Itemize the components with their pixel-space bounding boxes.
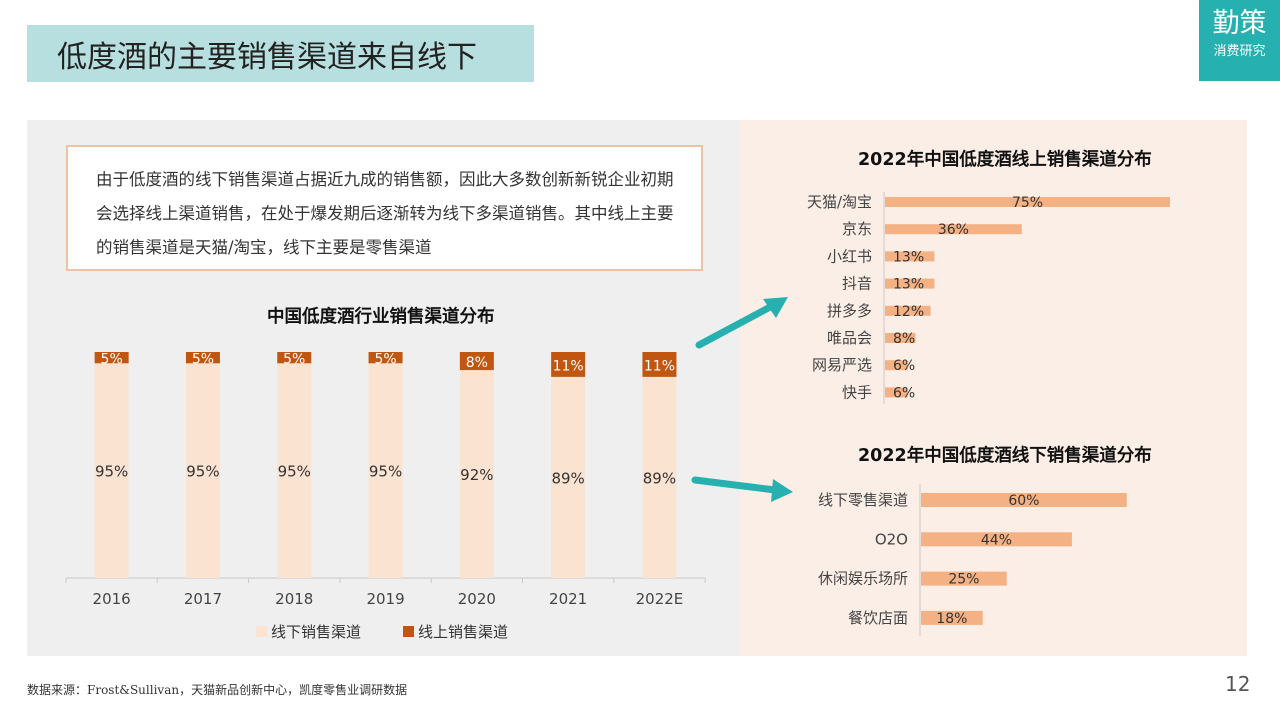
category-label: 餐饮店面 bbox=[848, 609, 908, 627]
data-label-online: 11% bbox=[644, 358, 675, 374]
data-label: 36% bbox=[938, 222, 969, 238]
bar-online bbox=[94, 352, 129, 364]
hbar bbox=[885, 387, 908, 398]
stacked-chart-title: 中国低度酒行业销售渠道分布 bbox=[267, 307, 495, 327]
data-label-offline: 95% bbox=[95, 463, 128, 481]
category-label: 拼多多 bbox=[827, 302, 872, 320]
page-number: 12 bbox=[1225, 672, 1251, 696]
data-label-online: 8% bbox=[466, 355, 488, 371]
bar-offline bbox=[185, 363, 220, 578]
category-label: 抖音 bbox=[842, 275, 872, 293]
legend-label-online: 线上销售渠道 bbox=[418, 623, 508, 641]
x-tick-label: 2019 bbox=[366, 590, 404, 608]
x-tick-label: 2022E bbox=[636, 590, 684, 608]
data-label: 6% bbox=[893, 385, 915, 401]
x-tick-label: 2017 bbox=[184, 590, 222, 608]
online-chart-title: 2022年中国低度酒线上销售渠道分布 bbox=[858, 150, 1152, 170]
category-label: 线下零售渠道 bbox=[818, 491, 908, 509]
bar-offline bbox=[459, 370, 494, 578]
category-label: 唯品会 bbox=[827, 329, 872, 347]
page-title: 低度酒的主要销售渠道来自线下 bbox=[27, 25, 534, 82]
brand-name: 勤策 bbox=[1212, 8, 1267, 39]
hbar bbox=[921, 493, 1127, 507]
category-label: 京东 bbox=[842, 220, 872, 238]
category-label: 网易严选 bbox=[812, 356, 872, 374]
bar-online bbox=[551, 352, 586, 377]
hbar bbox=[921, 532, 1072, 547]
hbar bbox=[885, 197, 1170, 207]
hbar bbox=[921, 610, 983, 625]
data-label: 8% bbox=[893, 331, 915, 347]
bar-online bbox=[459, 352, 494, 371]
data-label: 13% bbox=[893, 249, 924, 265]
data-label-online: 5% bbox=[192, 352, 214, 368]
data-label-offline: 95% bbox=[369, 463, 402, 481]
offline-chart-title: 2022年中国低度酒线下销售渠道分布 bbox=[858, 446, 1152, 466]
bar-online bbox=[368, 352, 403, 364]
bar-offline bbox=[277, 363, 312, 578]
hbar bbox=[885, 278, 935, 289]
data-label: 13% bbox=[893, 277, 924, 293]
hbar bbox=[885, 305, 931, 316]
bar-offline bbox=[368, 363, 403, 578]
bar-offline bbox=[642, 376, 677, 578]
data-label: 6% bbox=[893, 358, 915, 374]
arrow-to-online-icon bbox=[695, 297, 788, 349]
x-tick-label: 2016 bbox=[93, 590, 131, 608]
data-label-online: 11% bbox=[553, 358, 584, 374]
category-label: O2O bbox=[875, 530, 908, 548]
hbar bbox=[885, 224, 1022, 235]
data-label: 75% bbox=[1012, 195, 1043, 211]
bar-offline bbox=[94, 363, 129, 578]
bar-online bbox=[277, 352, 312, 364]
arrow-to-offline-icon bbox=[691, 476, 793, 502]
data-label: 25% bbox=[948, 572, 979, 588]
data-label-online: 5% bbox=[101, 352, 123, 368]
bar-offline bbox=[551, 376, 586, 578]
hbar bbox=[885, 360, 908, 371]
bar-online bbox=[185, 352, 220, 364]
description-box: 由于低度酒的线下销售渠道占据近九成的销售额，因此大多数创新新锐企业初期会选择线上… bbox=[66, 145, 703, 271]
legend-swatch-offline bbox=[256, 626, 267, 637]
data-label: 12% bbox=[893, 304, 924, 320]
data-label-offline: 95% bbox=[278, 463, 311, 481]
brand-logo: 勤策 消费研究 bbox=[1199, 0, 1280, 81]
category-label: 小红书 bbox=[827, 247, 872, 265]
legend-swatch-online bbox=[403, 626, 414, 637]
hbar bbox=[921, 571, 1007, 586]
data-label-offline: 92% bbox=[460, 466, 493, 484]
data-source: 数据来源：Frost&Sullivan，天猫新品创新中心，凯度零售业调研数据 bbox=[27, 683, 408, 697]
legend-label-offline: 线下销售渠道 bbox=[271, 623, 361, 641]
data-label: 44% bbox=[981, 532, 1012, 548]
hbar bbox=[885, 251, 935, 262]
category-label: 天猫/淘宝 bbox=[807, 193, 872, 211]
data-label: 18% bbox=[936, 611, 967, 627]
brand-subtitle: 消费研究 bbox=[1213, 44, 1266, 59]
x-tick-label: 2021 bbox=[549, 590, 587, 608]
x-tick-label: 2020 bbox=[458, 590, 496, 608]
x-tick-label: 2018 bbox=[275, 590, 313, 608]
data-label-offline: 95% bbox=[186, 463, 219, 481]
category-label: 休闲娱乐场所 bbox=[818, 570, 908, 588]
bar-online bbox=[642, 352, 677, 377]
data-label: 60% bbox=[1008, 493, 1039, 509]
data-label-offline: 89% bbox=[551, 469, 584, 487]
data-label-online: 5% bbox=[283, 352, 305, 368]
data-label-online: 5% bbox=[374, 352, 396, 368]
hbar bbox=[885, 333, 916, 343]
right-panel bbox=[740, 120, 1247, 656]
data-label-offline: 89% bbox=[643, 469, 676, 487]
category-label: 快手 bbox=[842, 383, 872, 401]
